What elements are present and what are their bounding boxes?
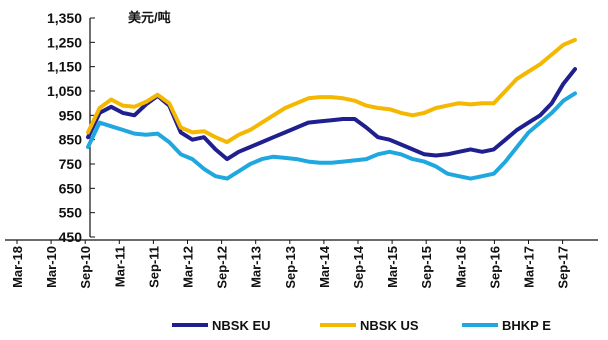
x-tick-label: Mar-14 (317, 245, 332, 288)
y-tick-label: 1,250 (47, 34, 82, 50)
x-tick-label: Sep-10 (78, 246, 93, 289)
legend: NBSK EU NBSK US BHKP E (172, 318, 551, 333)
series-line-nbsk-eu (86, 67, 577, 162)
x-tick-label: Mar-10 (44, 246, 59, 288)
x-tick-label: Mar-12 (181, 246, 196, 288)
y-tick-label: 1,350 (47, 10, 82, 26)
x-tick-label: Mar-18 (10, 246, 25, 288)
y-tick-label: 450 (59, 229, 83, 245)
y-tick-label: 1,150 (47, 59, 82, 75)
x-tick-label: Sep-15 (419, 246, 434, 289)
x-tick-label: Mar-17 (522, 246, 537, 288)
x-tick-label: Sep-14 (351, 245, 366, 288)
x-tick-label: Mar-15 (385, 246, 400, 288)
x-tick-label: Sep-13 (283, 246, 298, 289)
x-axis: Mar-18 Mar-10 Sep-10 Mar-11 Sep-11 Mar-12 Sep-… (5, 239, 598, 289)
y-tick-label: 950 (59, 107, 83, 123)
legend-label: NBSK EU (212, 318, 271, 333)
x-tick-label: Mar-11 (112, 246, 127, 287)
x-tick-label: Sep-11 (146, 246, 161, 288)
series-line-nbsk-us (86, 37, 577, 145)
x-tick-label: Mar-13 (249, 246, 264, 288)
y-tick-label: 550 (59, 205, 83, 221)
y-tick-label: 650 (59, 180, 83, 196)
series-lines (86, 37, 577, 181)
x-tick-label: Sep-12 (215, 246, 230, 289)
legend-label: BHKP E (502, 318, 551, 333)
x-tick-label: Mar-16 (453, 246, 468, 288)
series-line-bhkp-e (86, 91, 577, 181)
legend-label: NBSK US (360, 318, 419, 333)
y-tick-label: 1,050 (47, 83, 82, 99)
y-tick-label: 850 (59, 132, 83, 148)
x-tick-label: Sep-16 (487, 246, 502, 289)
x-tick-label: Sep-17 (556, 246, 571, 289)
y-unit-label: 美元/吨 (128, 10, 171, 25)
y-tick-label: 750 (59, 156, 83, 172)
y-axis: 1,350 1,250 1,150 1,050 950 850 750 650 550 450 (47, 10, 95, 245)
